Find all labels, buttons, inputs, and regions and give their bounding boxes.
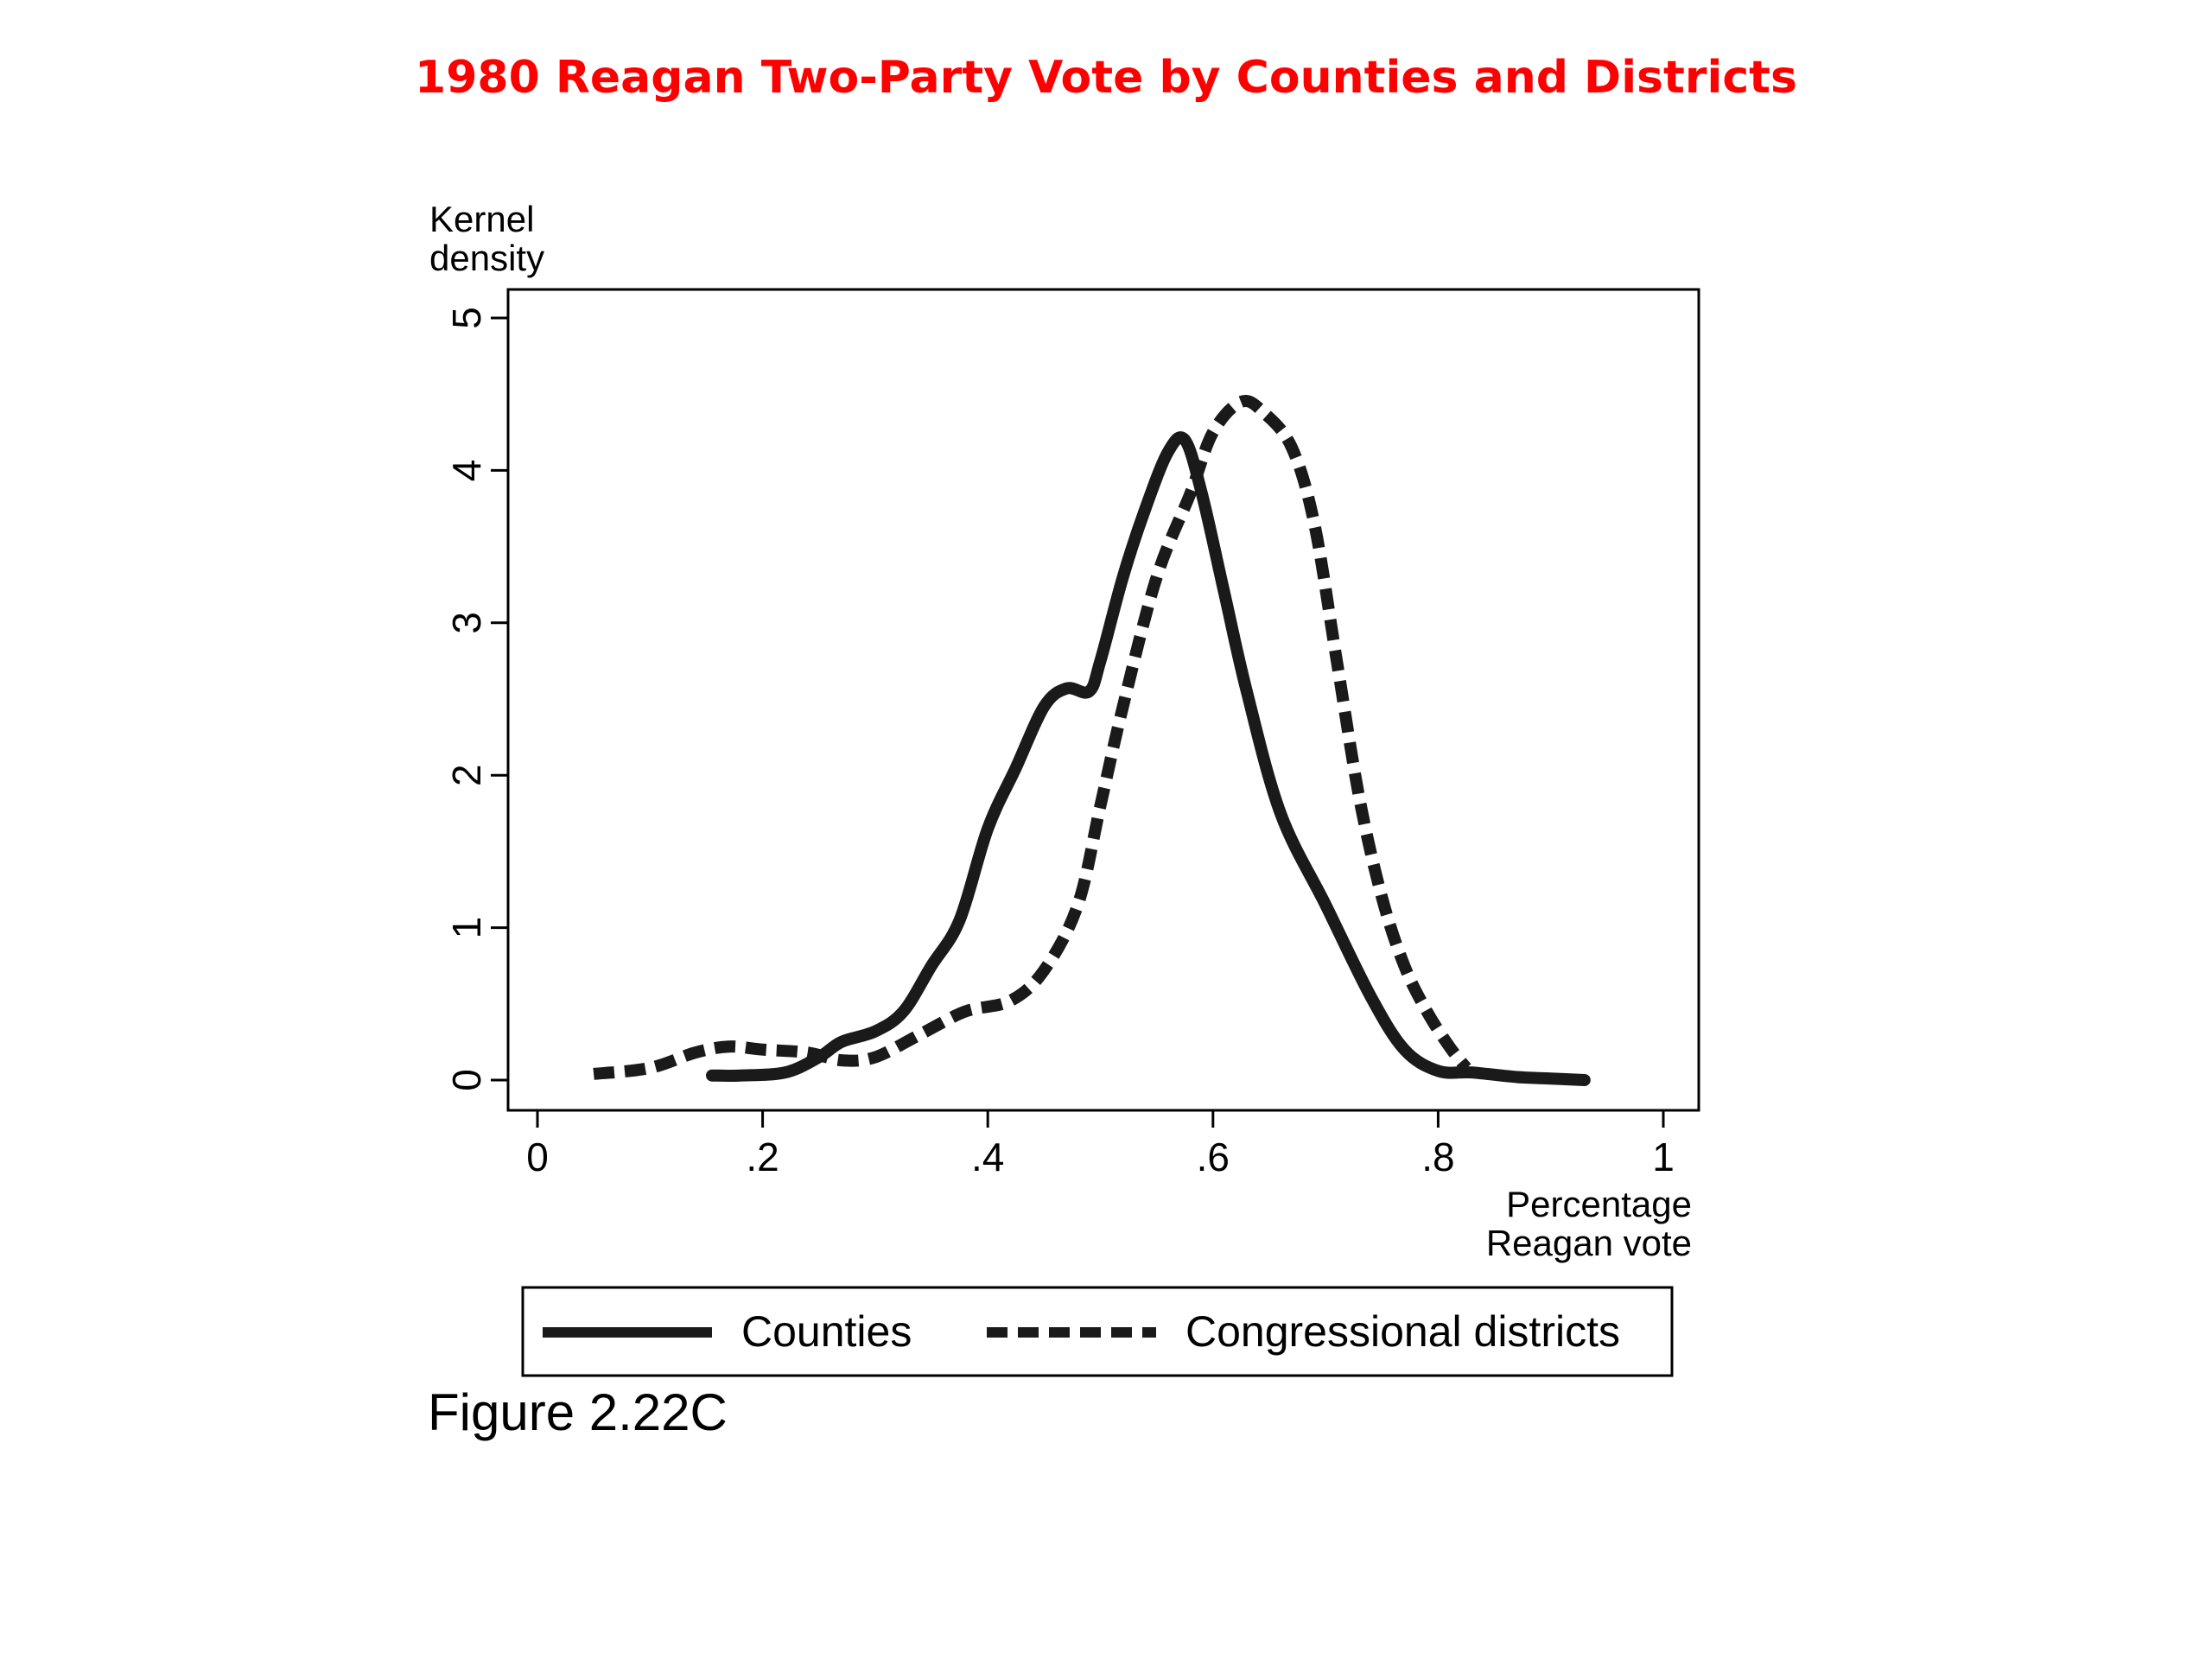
- slide-title: 1980 Reagan Two-Party Vote by Counties a…: [415, 52, 1797, 104]
- y-tick-label: 1: [444, 917, 489, 939]
- x-axis-label: Reagan vote: [1486, 1223, 1692, 1263]
- y-axis-label: density: [429, 238, 544, 278]
- y-tick-label: 5: [444, 307, 489, 329]
- x-axis-label: Percentage: [1506, 1184, 1692, 1224]
- x-tick-label: .6: [1197, 1135, 1230, 1179]
- x-tick-label: 1: [1652, 1135, 1675, 1179]
- y-tick-label: 3: [444, 612, 489, 634]
- plot-frame: [506, 288, 1700, 1112]
- series-line-counties: [706, 431, 1591, 1086]
- legend-label: Congressional districts: [1185, 1307, 1620, 1356]
- x-tick-label: 0: [526, 1135, 549, 1179]
- series-layer: [593, 395, 1591, 1086]
- x-tick-label: .2: [746, 1135, 779, 1179]
- y-tick-label: 0: [444, 1069, 489, 1091]
- y-tick-label: 4: [444, 460, 489, 482]
- series-line-congressional-districts: [593, 395, 1471, 1080]
- legend: Counties Congressional districts: [521, 1286, 1674, 1377]
- x-tick-label: .4: [971, 1135, 1004, 1179]
- y-axis-label: Kernel: [429, 199, 534, 239]
- y-tick-label: 2: [444, 764, 489, 786]
- legend-label: Counties: [741, 1307, 912, 1356]
- figure-caption: Figure 2.22C: [428, 1383, 728, 1441]
- x-tick-label: .8: [1421, 1135, 1454, 1179]
